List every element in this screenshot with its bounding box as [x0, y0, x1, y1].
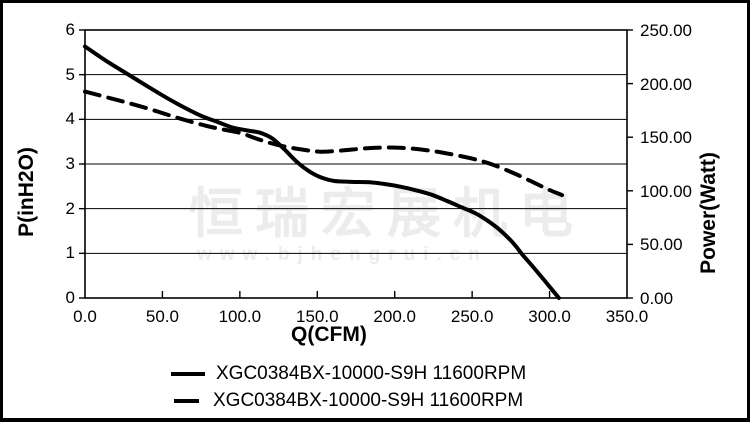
dashed-line-marker-icon [174, 398, 199, 403]
watermark-chinese-text: 恒瑞宏展机电 [189, 184, 585, 244]
solid-line-marker-icon [171, 371, 205, 376]
plot-svg [79, 29, 633, 300]
legend-label-power: XGC0384BX-10000-S9H 11600RPM [213, 389, 524, 411]
power-curve [83, 89, 564, 198]
legend: XGC0384BX-10000-S9H 11600RPM XGC0384BX-1… [171, 360, 526, 414]
legend-label-pressure: XGC0384BX-10000-S9H 11600RPM [216, 362, 527, 384]
legend-item-pressure: XGC0384BX-10000-S9H 11600RPM [171, 360, 526, 387]
watermark-layer: 恒瑞宏展机电 www.bjhengrui.cn [3, 3, 747, 418]
x-axis-title: Q(CFM) [291, 323, 367, 346]
pressure-curve [83, 44, 561, 300]
legend-item-power: XGC0384BX-10000-S9H 11600RPM [171, 387, 526, 414]
watermark-url-text: www.bjhengrui.cn [197, 244, 488, 265]
